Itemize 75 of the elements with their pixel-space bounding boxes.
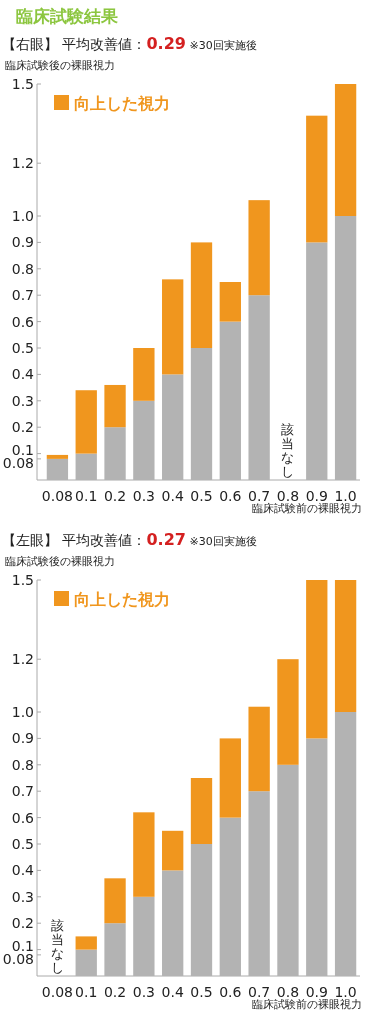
x-axis-title: 臨床試験前の裸眼視力	[252, 998, 362, 1011]
y-tick-label: 1.5	[11, 572, 34, 588]
bar	[306, 115, 328, 243]
bar	[248, 200, 270, 296]
y-tick-label: 1.2	[11, 155, 34, 172]
y-tick-label: 0.7	[11, 287, 34, 304]
x-tick-label: 0.7	[248, 984, 271, 1000]
bar	[133, 812, 155, 897]
chart-subtitle: 【左眼】 平均改善値：0.27 ※30回実施後	[2, 530, 257, 549]
bar	[219, 282, 241, 322]
bar	[190, 242, 213, 348]
x-tick-label: 1.0	[334, 488, 357, 504]
chart-title: 臨床試験結果	[16, 6, 119, 26]
x-tick-label: 0.08	[41, 984, 73, 1000]
bar	[75, 390, 97, 454]
bar	[248, 706, 270, 792]
bar	[46, 454, 69, 459]
x-tick-label: 0.1	[75, 984, 98, 1000]
bar	[162, 279, 184, 375]
x-tick-label: 0.2	[103, 984, 127, 1000]
bar	[334, 580, 357, 712]
y-axis-title: 臨床試験後の裸眼視力	[5, 555, 115, 568]
y-tick-label: 0.9	[11, 234, 34, 251]
y-axis-title: 臨床試験後の裸眼視力	[5, 59, 115, 72]
x-tick-label: 0.4	[161, 488, 184, 504]
annotation: 該当なし	[281, 422, 295, 479]
legend-label: 向上した視力	[74, 590, 170, 609]
x-tick-label: 0.3	[132, 488, 155, 504]
y-tick-label: 0.3	[11, 888, 34, 905]
bar	[219, 738, 241, 818]
x-tick-label: 0.6	[219, 488, 242, 504]
y-tick-label: 0.4	[11, 366, 35, 383]
y-tick-label: 1.5	[11, 76, 34, 92]
y-tick-label: 0.3	[11, 392, 34, 409]
x-tick-label: 0.4	[161, 984, 184, 1000]
x-tick-label: 0.3	[132, 984, 155, 1000]
x-tick-label: 0.1	[75, 488, 98, 504]
y-tick-label: 0.4	[11, 862, 35, 879]
y-tick-label: 0.2	[11, 915, 34, 932]
bar	[133, 348, 155, 401]
y-tick-label: 0.8	[11, 260, 34, 277]
y-tick-label: 0.6	[11, 809, 35, 826]
bar	[162, 830, 184, 871]
x-tick-label: 0.5	[190, 488, 213, 504]
bar	[75, 936, 97, 950]
y-tick-label: 1.0	[11, 704, 34, 720]
annotation: 該当なし	[50, 918, 64, 975]
y-tick-label: 0.5	[11, 836, 34, 852]
x-tick-label: 0.5	[190, 984, 213, 1000]
y-tick-label: 0.8	[11, 756, 34, 773]
y-tick-label: 0.7	[11, 783, 34, 800]
y-tick-label: 0.2	[11, 419, 34, 436]
x-tick-label: 0.7	[248, 488, 271, 504]
x-tick-label: 0.6	[219, 984, 242, 1000]
bar	[190, 778, 213, 844]
bar	[306, 580, 328, 739]
bar	[277, 659, 299, 765]
x-axis-title: 臨床試験前の裸眼視力	[252, 502, 362, 515]
x-tick-label: 0.9	[305, 488, 328, 504]
chart-subtitle: 【右眼】 平均改善値：0.29 ※30回実施後	[2, 34, 257, 53]
y-tick-label: 0.6	[11, 313, 35, 330]
x-tick-label: 0.9	[305, 984, 328, 1000]
x-tick-label: 0.2	[103, 488, 127, 504]
bar	[334, 84, 357, 216]
y-tick-label: 1.0	[11, 208, 34, 224]
x-tick-label: 0.8	[276, 984, 300, 1000]
legend-label: 向上した視力	[74, 94, 170, 113]
x-tick-label: 1.0	[334, 984, 357, 1000]
y-tick-label: 0.9	[11, 730, 34, 747]
x-tick-label: 0.08	[41, 488, 73, 504]
y-tick-label: 0.5	[11, 340, 34, 356]
x-tick-label: 0.8	[276, 488, 300, 504]
bar	[104, 878, 126, 924]
bar	[104, 384, 126, 428]
y-tick-label: 1.2	[11, 651, 34, 668]
